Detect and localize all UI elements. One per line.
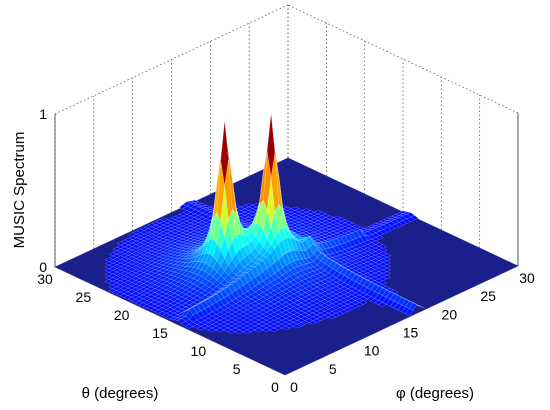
surface-cell [196,326,205,331]
surface-cell [254,327,263,332]
surface-cell [227,329,236,334]
surface-cell [327,315,337,320]
x-tick-label: 5 [329,361,337,377]
y-tick-label: 30 [37,271,53,287]
y-tick-label: 15 [152,325,168,341]
z-tick-label: 1 [39,106,47,122]
x-tick-label: 20 [442,306,458,322]
x-tick-label: 10 [364,343,380,359]
surface-cell [208,327,217,333]
surface-cell [378,302,387,307]
y-tick-label: 25 [76,289,92,305]
z-axis-title: MUSIC Spectrum [11,132,28,249]
axes-box-grid [54,4,519,267]
x-tick-label: 0 [290,379,298,395]
surface-cell [262,327,271,332]
surface-cell [235,329,244,334]
y-tick-label: 0 [271,379,279,395]
surface-cell [293,324,302,329]
z-tick-label: 0 [39,259,47,275]
y-tick-label: 10 [191,343,207,359]
x-tick-label: 15 [403,325,419,341]
y-tick-label: 20 [114,307,130,323]
spectrum-surface [54,113,519,376]
surface-cell [308,320,317,325]
x-tick-label: 30 [519,270,535,286]
surface-cell [269,327,279,332]
y-axis-title: θ (degrees) [82,385,159,402]
x-tick-label: 25 [480,288,496,304]
surface-cell [281,325,290,331]
surface-cell [215,327,225,332]
surface-cell [242,329,252,334]
back-wall-top-edge [54,4,289,115]
y-tick-label: 5 [233,361,241,377]
surface-cell [185,324,194,329]
surface-cell [405,308,414,316]
x-axis-title: φ (degrees) [396,385,474,402]
